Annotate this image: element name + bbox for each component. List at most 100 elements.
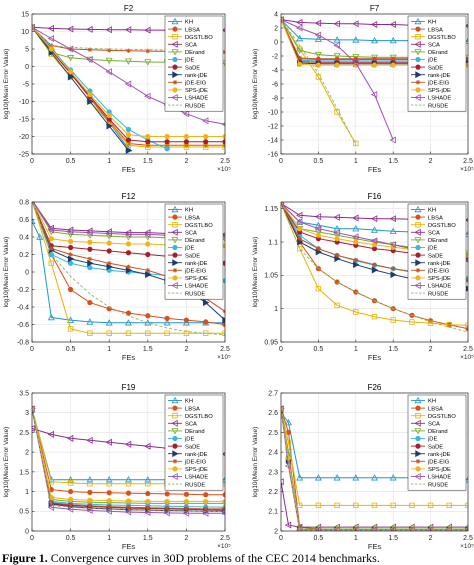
data-point [389,474,397,481]
data-point [125,498,132,504]
data-point [415,87,421,93]
y-tick-label: 10 [21,29,29,36]
y-tick-label: -8 [272,95,278,102]
legend-label: LSHADE [185,475,208,481]
data-point [172,405,178,411]
data-point [370,526,378,531]
data-point [333,213,340,221]
data-point [203,319,209,325]
legend-label: DErand [185,50,205,56]
legend-label: jDE [184,58,194,64]
data-point [415,71,422,79]
data-point [221,236,225,243]
y-axis-label: log10(Mean Error Value) [3,49,10,120]
data-point [415,34,421,40]
x-tick-label: 1.5 [388,346,398,353]
legend-label: RUSDE [185,103,205,109]
legend-label: DGSTLBO [185,35,213,41]
data-point [48,260,54,266]
data-point [296,24,303,32]
chart-panel-f26: 0 0.5 1 1.5 2 2.5 2 2.1 2.2 2.3 2.4 2.5 2.6 2.7 F26 FEs… [252,383,474,551]
data-point [171,282,178,289]
legend-label: DErand [185,429,205,435]
data-point [172,459,178,464]
data-point [105,507,112,515]
data-point [66,25,74,33]
data-point [171,428,179,435]
data-point [390,502,396,509]
data-point [371,62,378,68]
y-tick-label: -12 [268,123,278,130]
data-point [106,48,112,53]
chart-title: F7 [370,4,380,13]
data-point [87,489,93,495]
data-point [145,267,151,273]
x-axis-exponent: ×10⁵ [460,354,474,361]
data-point [314,221,322,229]
data-point [415,466,421,472]
x-tick-label: 0 [279,346,283,353]
data-point [47,430,54,438]
data-point [106,330,112,336]
data-point [390,62,396,68]
data-point [47,226,54,234]
chart-title: F2 [124,4,134,13]
y-tick-label: 2.3 [268,469,278,476]
y-tick-label: -10 [268,109,278,116]
data-point [333,20,340,28]
data-point [144,230,151,238]
data-point [105,26,112,34]
data-point [296,34,304,42]
legend-label: LBSA [428,406,443,412]
y-axis-label: log10(Mean Error Value) [252,237,259,308]
figure-caption: Figure 1. Convergence curves in 30D prob… [2,551,474,565]
data-point [66,434,74,442]
data-point [183,317,189,323]
data-point [352,54,360,61]
data-point [296,218,303,226]
y-tick-label: -4 [272,67,278,74]
data-point [145,480,151,487]
legend-label: rank-jDE [185,452,208,458]
data-point [221,60,225,67]
data-point [172,80,178,85]
legend-label: SPS-jDE [185,276,208,282]
data-point [87,497,93,503]
data-point [164,315,170,321]
caption-text: Convergence curves in 30D problems of th… [47,551,380,565]
x-tick-label: 2.5 [463,535,473,542]
data-point [105,230,112,237]
data-point [415,64,421,70]
legend-label: SCA [185,422,197,428]
data-point [390,56,396,62]
legend-label: rank-jDE [185,261,208,267]
data-point [333,36,341,43]
legend-label: rank-jDE [428,73,451,79]
x-tick-label: 1 [354,158,358,165]
data-point [285,418,292,426]
data-point [352,233,359,241]
legend-label: DErand [428,429,448,435]
series-rusde [32,202,225,336]
data-point [145,144,151,150]
data-point [47,24,54,32]
x-tick-label: 1 [107,346,111,353]
series-jde-eig [32,406,225,512]
data-point [314,35,322,42]
y-tick-label: 0 [274,39,278,46]
data-point [145,241,151,247]
legend-label: DGSTLBO [428,35,456,41]
data-point [67,238,74,244]
data-point [172,244,178,251]
legend-label: SaDE [428,65,443,71]
data-point [172,214,178,220]
x-axis-label: FEs [122,353,136,362]
data-point [202,299,210,307]
y-tick-label: 1.5 [19,469,29,476]
x-tick-label: 0.5 [66,158,76,165]
legend-label: SPS-jDE [428,276,451,282]
y-tick-label: 15 [21,11,29,18]
data-point [144,508,151,516]
